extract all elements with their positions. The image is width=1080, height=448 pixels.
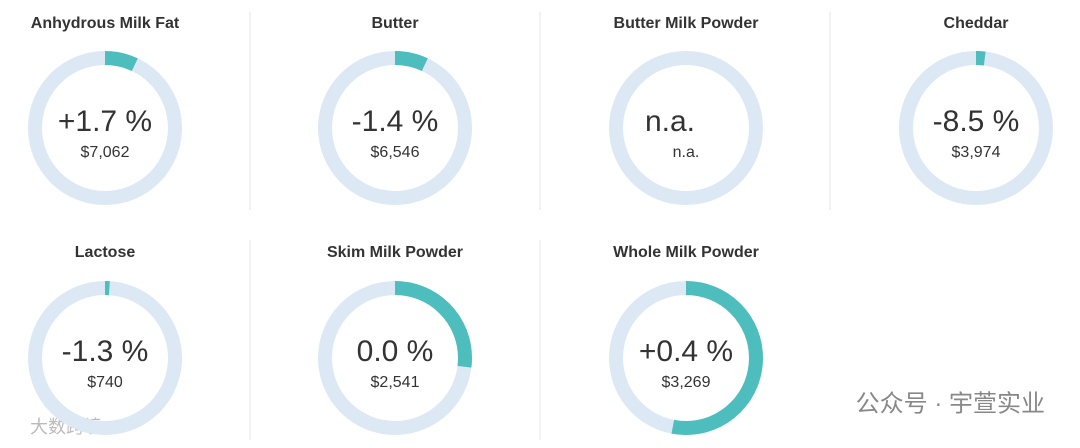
gauge-arc	[899, 51, 1053, 205]
change-label: -1.4 %	[352, 105, 439, 138]
gauge-title: Butter Milk Powder	[614, 15, 759, 32]
price-label: $6,546	[371, 144, 420, 161]
gauge-title: Cheddar	[944, 15, 1009, 32]
gauge-arc	[318, 51, 472, 205]
gauge-title: Butter	[371, 15, 418, 32]
gauge-arc	[28, 51, 182, 205]
change-label: 0.0 %	[357, 335, 434, 368]
gauge-track	[609, 51, 763, 205]
gauge-title: Lactose	[75, 244, 136, 261]
change-label: +0.4 %	[639, 335, 733, 368]
gauge-title: Whole Milk Powder	[613, 244, 759, 261]
price-label: $7,062	[81, 144, 130, 161]
gauge-title: Anhydrous Milk Fat	[31, 15, 180, 32]
change-label: +1.7 %	[58, 105, 152, 138]
change-label: -1.3 %	[62, 335, 149, 368]
gauge-arc	[318, 281, 472, 435]
price-label: $740	[87, 374, 123, 391]
price-label: $2,541	[371, 374, 420, 391]
change-label: -8.5 %	[933, 105, 1020, 138]
price-label: $3,974	[952, 144, 1001, 161]
change-label: n.a.	[645, 105, 695, 138]
price-label: n.a.	[673, 144, 700, 161]
price-label: $3,269	[662, 374, 711, 391]
gauge-title: Skim Milk Powder	[327, 244, 463, 261]
gauge-arc	[609, 281, 763, 435]
gauge-arc	[28, 281, 182, 435]
watermark: 公众号 · 宇萱实业	[856, 390, 1045, 417]
